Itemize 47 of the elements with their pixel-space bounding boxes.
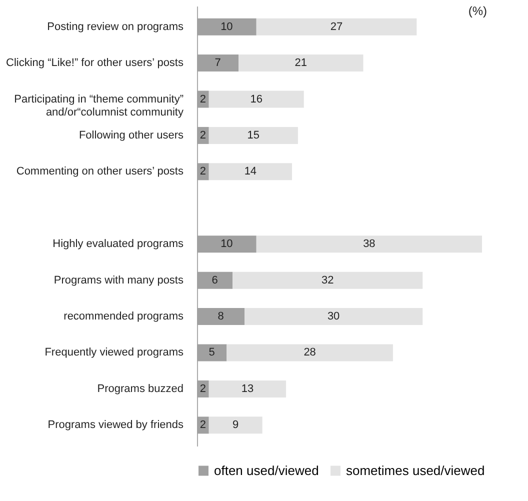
data-label: 21 [294,57,308,70]
data-label: 30 [327,310,340,323]
data-label: 10 [220,20,233,33]
bar [208,90,304,108]
data-label: 28 [304,346,316,359]
legend-label: often used/viewed [214,462,319,478]
data-label: 2 [200,419,206,432]
data-label: 6 [212,274,218,286]
bar [232,272,423,289]
data-label: 13 [241,382,254,395]
y-tick-label: Following other users [78,129,184,142]
y-tick-label: Frequently viewed programs [44,346,184,359]
bar [208,163,292,180]
bar [256,18,417,36]
data-label: 2 [200,382,206,395]
bar [238,54,364,72]
data-label: 8 [218,310,224,323]
data-label: 2 [200,129,206,142]
data-label: 27 [330,20,343,33]
y-tick-label: Programs viewed by friends [48,419,184,432]
data-label: 2 [200,166,206,178]
data-label: 7 [214,57,221,70]
y-tick-label: Clicking “Like!” for other users’ posts [6,57,184,70]
y-tick-label: Participating in “theme community” and/or“columnist community [14,93,184,118]
y-tick-label: Programs buzzed [97,382,184,395]
bar [226,344,393,362]
bar [208,126,298,144]
bar [208,416,262,434]
data-label: 32 [322,274,334,286]
y-tick-label: Commenting on other users’ posts [16,166,184,178]
data-label: 10 [220,238,233,250]
data-label: 38 [363,238,376,250]
y-tick-label: Posting review on programs [47,20,184,33]
bar [244,308,423,326]
y-tick-label: Highly evaluated programs [52,238,184,250]
bar [208,380,286,398]
annotation: (%) [468,4,487,18]
data-label: 2 [200,93,206,106]
data-label: 5 [208,346,215,359]
legend-label: sometimes used/viewed [346,462,485,478]
data-label: 15 [247,129,260,142]
y-tick-label: recommended programs [64,310,184,323]
bar [256,236,482,253]
data-label: 16 [250,93,262,106]
data-label: 9 [232,419,239,432]
y-tick-label: Programs with many posts [54,274,184,286]
data-label: 14 [244,166,257,178]
